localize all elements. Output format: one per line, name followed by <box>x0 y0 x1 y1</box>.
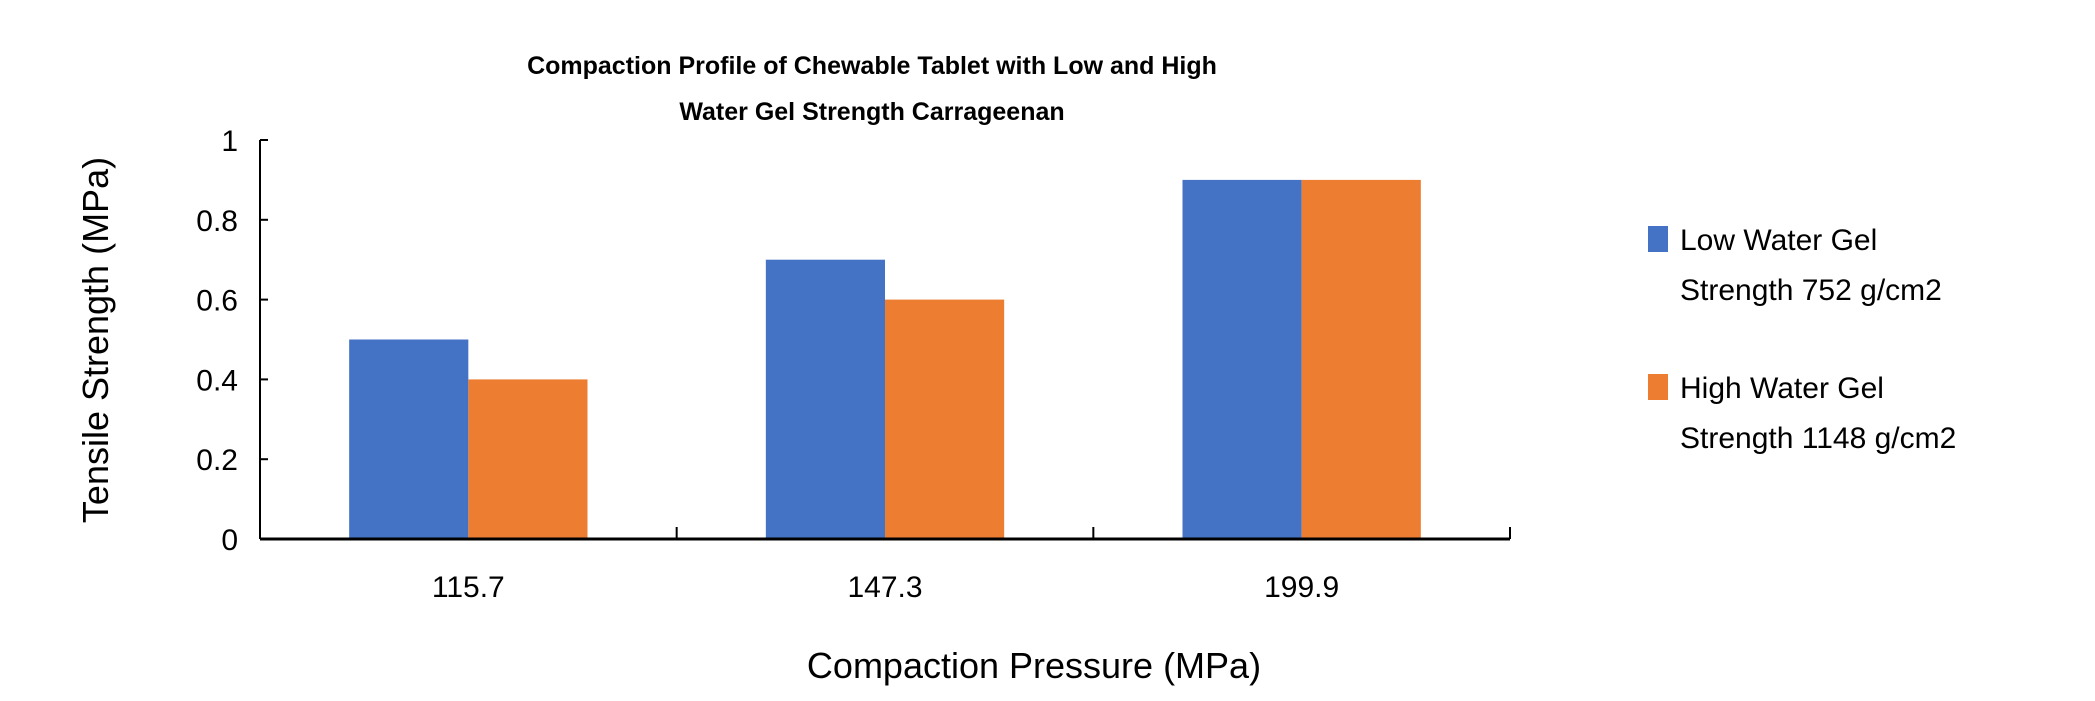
chart-title-line-1: Compaction Profile of Chewable Tablet wi… <box>527 52 1217 80</box>
x-tick-label: 199.9 <box>1264 571 1339 604</box>
x-axis-title: Compaction Pressure (MPa) <box>807 645 1261 686</box>
legend-label: High Water Gel <box>1680 372 1884 405</box>
bar-high-115.7 <box>468 379 588 539</box>
bar-low-147.3 <box>765 259 885 539</box>
bar-high-199.9 <box>1301 179 1421 539</box>
y-tick-label: 0.6 <box>196 285 238 318</box>
legend-swatch-low <box>1648 226 1668 252</box>
bar-low-115.7 <box>349 339 469 539</box>
y-axis-title: Tensile Strength (MPa) <box>75 157 116 523</box>
y-tick-label: 0.4 <box>196 364 238 397</box>
y-tick-label: 1 <box>221 125 238 158</box>
bar-high-147.3 <box>885 299 1005 539</box>
y-tick-label: 0.2 <box>196 444 238 477</box>
legend-label: Low Water Gel <box>1680 224 1877 257</box>
y-tick-label: 0.8 <box>196 205 238 238</box>
x-tick-label: 115.7 <box>432 571 505 604</box>
legend-label: Strength 1148 g/cm2 <box>1680 422 1956 455</box>
chart-title-line-2: Water Gel Strength Carrageenan <box>679 98 1064 126</box>
legend-label: Strength 752 g/cm2 <box>1680 274 1942 307</box>
y-tick-label: 0 <box>221 524 238 557</box>
bar-low-199.9 <box>1182 179 1302 539</box>
x-tick-label: 147.3 <box>847 571 922 604</box>
legend-swatch-high <box>1648 374 1668 400</box>
